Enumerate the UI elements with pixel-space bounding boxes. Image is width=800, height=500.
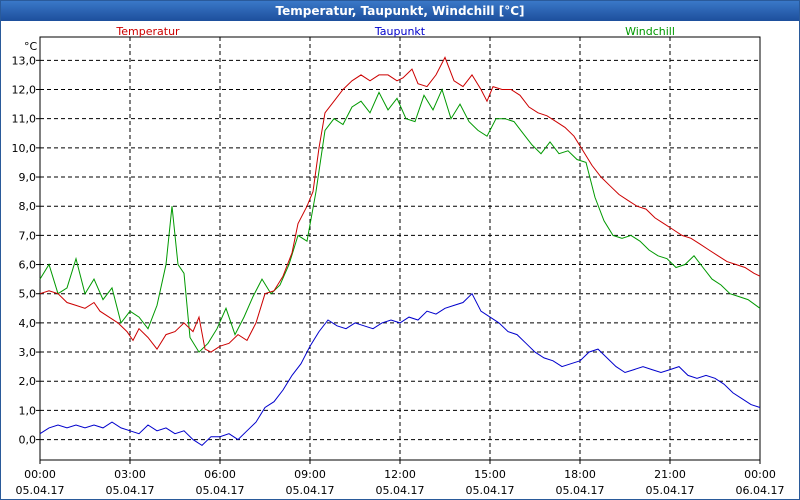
y-tick-label: 7,0 xyxy=(19,229,37,242)
series-line-temperatur xyxy=(39,56,761,353)
x-tick-time-label: 00:00 xyxy=(24,468,56,481)
x-tick-date-label: 05.04.17 xyxy=(466,484,515,497)
y-tick-label: 8,0 xyxy=(19,200,37,213)
x-tick-time-label: 18:00 xyxy=(564,468,596,481)
y-axis-unit: °C xyxy=(24,40,38,53)
y-tick-label: 13,0 xyxy=(12,54,37,67)
x-tick-time-label: 21:00 xyxy=(654,468,686,481)
legend-entry-taupunkt: Taupunkt xyxy=(374,25,426,38)
x-tick-time-label: 15:00 xyxy=(474,468,506,481)
y-tick-label: 4,0 xyxy=(19,317,37,330)
x-tick-date-label: 05.04.17 xyxy=(196,484,245,497)
y-tick-label: 12,0 xyxy=(12,84,37,97)
series-lines xyxy=(39,56,761,447)
chart-title: Temperatur, Taupunkt, Windchill [°C] xyxy=(1,1,799,21)
legend: Temperatur Taupunkt Windchill xyxy=(115,25,675,38)
y-tick-label: 11,0 xyxy=(12,113,37,126)
x-tick-date-label: 05.04.17 xyxy=(556,484,605,497)
x-tick-time-label: 12:00 xyxy=(384,468,416,481)
y-tick-label: 6,0 xyxy=(19,259,37,272)
series-line-windchill xyxy=(39,88,761,353)
x-tick-date-label: 05.04.17 xyxy=(106,484,155,497)
x-tick-date-label: 06.04.17 xyxy=(736,484,785,497)
x-tick-date-label: 05.04.17 xyxy=(16,484,65,497)
x-tick-time-label: 03:00 xyxy=(114,468,146,481)
series-line-taupunkt xyxy=(39,292,761,447)
y-tick-label: 10,0 xyxy=(12,142,37,155)
legend-entry-temperatur: Temperatur xyxy=(115,25,180,38)
y-tick-label: 1,0 xyxy=(19,404,37,417)
x-tick-date-label: 05.04.17 xyxy=(286,484,335,497)
y-tick-label: 2,0 xyxy=(19,375,37,388)
y-tick-label: 0,0 xyxy=(19,434,37,447)
legend-entry-windchill: Windchill xyxy=(625,25,675,38)
x-axis-ticks: 00:00 05.04.17 03:00 05.04.17 06:00 05.04.17 0… xyxy=(16,460,785,497)
x-tick-time-label: 09:00 xyxy=(294,468,326,481)
gridlines xyxy=(40,37,760,460)
x-tick-date-label: 05.04.17 xyxy=(646,484,695,497)
y-axis-ticks: 0,0 1,0 2,0 3,0 4,0 5,0 6,0 7,0 8,0 9,0 10,0 11,0 12… xyxy=(12,54,40,447)
y-tick-label: 5,0 xyxy=(19,288,37,301)
x-tick-time-label: 00:00 xyxy=(744,468,776,481)
y-tick-label: 9,0 xyxy=(19,171,37,184)
x-tick-time-label: 06:00 xyxy=(204,468,236,481)
y-tick-label: 3,0 xyxy=(19,346,37,359)
x-tick-date-label: 05.04.17 xyxy=(376,484,425,497)
